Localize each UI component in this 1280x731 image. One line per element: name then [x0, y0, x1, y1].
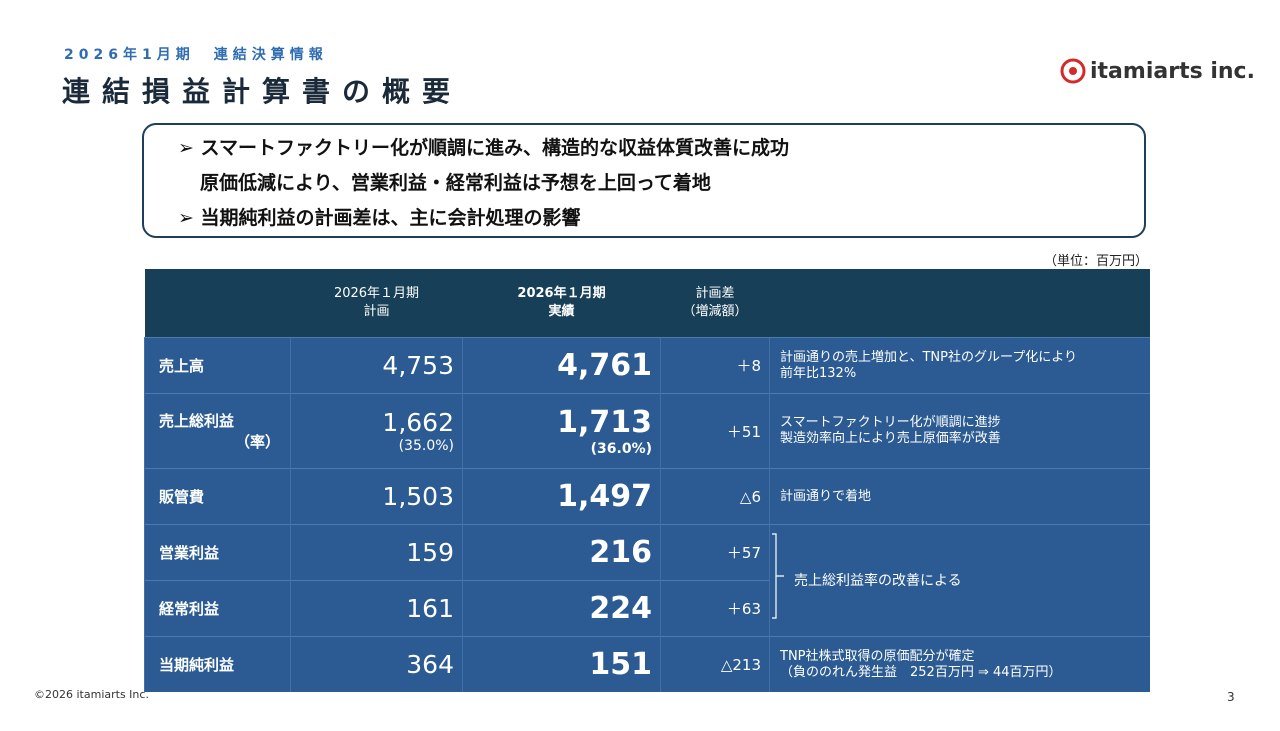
- unit: （単位：百万円）: [1043, 254, 1148, 269]
- cell-text: 159: [406, 538, 454, 567]
- diff-cell: △213: [660, 636, 770, 692]
- item-cell: 当期純利益: [144, 636, 291, 692]
- table-row: 経常利益 161 224 ＋63: [144, 580, 1150, 637]
- table-row: 売上総利益 （率） 1,662 (35.0%) 1,713 (36.0%) ＋51 スマートフ…: [144, 393, 1150, 469]
- comment-cell: スマートファクトリー化が順調に進捗 製造効率向上により売上原価率が改善: [769, 393, 1150, 469]
- cell-text: 1,503: [382, 482, 454, 511]
- bullet-text: スマートファクトリー化が順調に進み、構造的な収益体質改善に成功: [200, 137, 789, 159]
- cell-text: 4,753: [382, 351, 454, 380]
- bullet-mark: ➢: [178, 137, 201, 159]
- actual-cell: 1,497: [462, 468, 661, 525]
- bullet-line: ➢ スマートファクトリー化が順調に進み、構造的な収益体質改善に成功: [178, 131, 1144, 166]
- bullet-line: 原価低減により、営業利益・経常利益は予想を上回って着地: [178, 166, 1144, 201]
- cell-text: 前年比132%: [780, 365, 857, 381]
- diff-cell: ＋51: [660, 393, 770, 469]
- cell-text: 4,761: [557, 348, 652, 383]
- logo-icon: [1060, 58, 1086, 84]
- bracket: [772, 533, 784, 619]
- cell-text: スマートファクトリー化が順調に進捗: [780, 415, 1001, 430]
- actual-cell: 216: [462, 524, 661, 581]
- cell-text: 売上総利益: [159, 412, 235, 430]
- cell-text: 当期純利益: [159, 656, 235, 674]
- copyright: ©2026 itamiarts Inc.: [34, 688, 149, 701]
- cell-text: 1,713: [557, 404, 652, 440]
- pl-table: 2026年１月期 計画 2026年１月期 実績 計画差 （増減額） 売上高 4,753 4,76…: [144, 269, 1150, 692]
- cell-text: （負ののれん発生益 252百万円 ⇒ 44百万円）: [780, 664, 1062, 680]
- title: 連結損益計算書の概要: [62, 75, 463, 108]
- plan-cell: 1,662 (35.0%): [290, 393, 463, 469]
- cell-text: 216: [589, 535, 652, 570]
- comment-cell: 計画通りで着地: [769, 468, 1150, 525]
- diff-cell: ＋57: [660, 524, 770, 581]
- plan-cell: 364: [290, 636, 463, 692]
- comment-cell: 計画通りの売上増加と、TNP社のグループ化により 前年比132%: [769, 337, 1150, 394]
- header-row: 2026年１月期 計画 2026年１月期 実績 計画差 （増減額）: [144, 269, 1150, 338]
- comment-cell: 売上総利益率の改善による: [769, 524, 1150, 637]
- cell-text: (35.0%): [398, 437, 454, 454]
- item-cell: 営業利益: [144, 524, 291, 581]
- diff-cell: △6: [660, 468, 770, 525]
- cell-text: 売上高: [159, 357, 205, 375]
- plan-cell: 159: [290, 524, 463, 581]
- item-cell: 売上高: [144, 337, 291, 394]
- item-cell: 売上総利益 （率）: [144, 393, 291, 469]
- diff-cell: ＋63: [660, 580, 770, 637]
- bullet-mark: ➢: [178, 207, 201, 229]
- header-text: 2026年１月期: [333, 286, 420, 301]
- diff-cell: ＋8: [660, 337, 770, 394]
- header-cell: [144, 269, 291, 338]
- cell-text: 151: [589, 647, 652, 682]
- page-number: 3: [1227, 690, 1235, 704]
- table-row: 営業利益 159 216 ＋57 売上総利益率の改善による: [144, 524, 1150, 637]
- header-text: 計画: [363, 304, 390, 319]
- cell-text: 営業利益: [159, 544, 220, 562]
- header-text: 計画差: [695, 286, 735, 301]
- plan-cell: 161: [290, 580, 463, 637]
- header-cell: 2026年１月期 計画: [290, 269, 463, 338]
- cell-text: 販管費: [159, 488, 205, 506]
- bullet-text: 原価低減により、営業利益・経常利益は予想を上回って着地: [200, 172, 711, 194]
- header-cell: 計画差 （増減額）: [660, 269, 770, 338]
- cell-text: 経常利益: [159, 600, 220, 618]
- actual-cell: 151: [462, 636, 661, 692]
- cell-text: 224: [589, 591, 652, 626]
- cell-text: 1,662: [382, 407, 454, 437]
- actual-cell: 4,761: [462, 337, 661, 394]
- cell-text: 161: [406, 594, 454, 623]
- item-cell: 販管費: [144, 468, 291, 525]
- cell-text: 364: [406, 650, 454, 679]
- actual-cell: 224: [462, 580, 661, 637]
- comment-cell: TNP社株式取得の原価配分が確定 （負ののれん発生益 252百万円 ⇒ 44百万円…: [769, 636, 1150, 692]
- table-row: 販管費 1,503 1,497 △6 計画通りで着地: [144, 468, 1150, 525]
- cell-text: 計画通りで着地: [780, 488, 872, 504]
- cell-text: 1,497: [557, 479, 652, 514]
- plan-cell: 1,503: [290, 468, 463, 525]
- header-cell: [769, 269, 1150, 338]
- cell-text: (36.0%): [590, 440, 652, 457]
- table-row: 当期純利益 364 151 △213 TNP社株式取得の原価配分が確定 （負ののれん発生益…: [144, 636, 1150, 692]
- item-cell: 経常利益: [144, 580, 291, 637]
- subtitle: 2026年1月期 連結決算情報: [64, 47, 328, 63]
- table-row: 売上高 4,753 4,761 ＋8 計画通りの売上増加と、TNP社のグループ化により前…: [144, 337, 1150, 394]
- header-cell: 2026年１月期 実績: [462, 269, 661, 338]
- header-text: 2026年１月期: [517, 286, 606, 301]
- bullet-text: 当期純利益の計画差は、主に会計処理の影響: [200, 207, 581, 229]
- logo-text: itamiarts inc.: [1090, 58, 1255, 84]
- logo: itamiarts inc.: [1060, 58, 1255, 84]
- cell-text: （率）: [235, 433, 281, 451]
- cell-text: 製造効率向上により売上原価率が改善: [780, 431, 1001, 446]
- header-text: 実績: [548, 304, 575, 319]
- actual-cell: 1,713 (36.0%): [462, 393, 661, 469]
- bullet-line: ➢ 当期純利益の計画差は、主に会計処理の影響: [178, 201, 1144, 236]
- cell-text: 売上総利益率の改善による: [794, 572, 962, 589]
- cell-text: 計画通りの売上増加と、TNP社のグループ化により: [780, 349, 1077, 365]
- plan-cell: 4,753: [290, 337, 463, 394]
- header-text: （増減額）: [682, 304, 748, 319]
- summary-box: ➢ スマートファクトリー化が順調に進み、構造的な収益体質改善に成功 原価低減により…: [142, 123, 1146, 238]
- cell-text: TNP社株式取得の原価配分が確定: [780, 648, 975, 664]
